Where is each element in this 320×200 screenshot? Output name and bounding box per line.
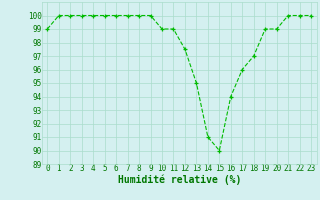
X-axis label: Humidité relative (%): Humidité relative (%): [117, 174, 241, 185]
